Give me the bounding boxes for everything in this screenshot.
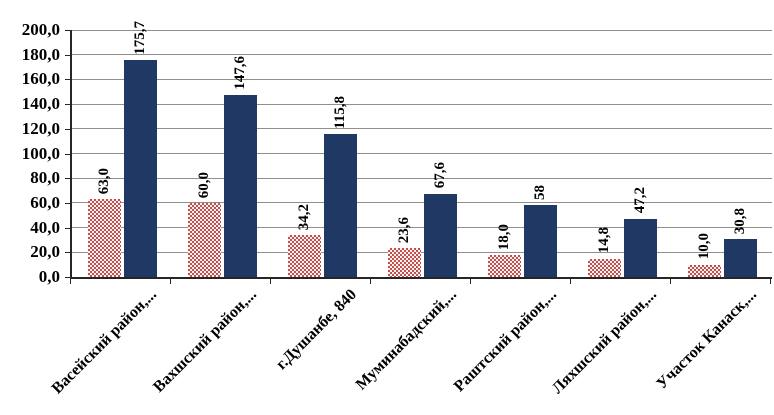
bar-red-series	[187, 202, 221, 277]
gridline	[72, 128, 772, 130]
gridline	[72, 29, 772, 31]
bar-navy-series	[423, 193, 457, 277]
y-axis-tick	[65, 104, 70, 106]
bar-red-series	[587, 258, 621, 277]
y-axis-tick-label: 20,0	[30, 242, 60, 262]
bar-red-series	[87, 199, 121, 277]
gridline	[72, 251, 772, 253]
y-axis-tick-label: 40,0	[30, 217, 60, 237]
y-axis-tick	[65, 54, 70, 56]
bar-navy-series	[723, 238, 757, 277]
x-axis-tick	[470, 279, 471, 284]
gridline	[72, 177, 772, 179]
bar-value-label: 63,0	[96, 167, 112, 195]
bar-red-series	[487, 254, 521, 277]
y-axis-tick	[65, 227, 70, 229]
bar-navy-series	[123, 60, 157, 277]
y-axis-tick	[65, 202, 70, 204]
y-axis-tick-label: 80,0	[30, 168, 60, 188]
x-axis-tick	[370, 279, 371, 284]
y-axis-tick-label: 100,0	[21, 143, 60, 163]
y-axis-tick	[65, 277, 70, 278]
bar-value-label: 147,6	[232, 55, 248, 90]
gridline	[72, 78, 772, 80]
x-axis-tick	[170, 279, 171, 284]
x-axis-tick	[670, 279, 671, 284]
bar-value-label: 67,6	[432, 162, 448, 189]
y-axis-tick	[65, 128, 70, 130]
bar-value-label: 23,6	[396, 216, 412, 243]
bar-navy-series	[323, 134, 357, 277]
bar-value-label: 58	[532, 185, 548, 201]
bar-value-label: 175,7	[132, 21, 148, 56]
x-axis-tick	[770, 279, 771, 284]
bar-value-label: 18,0	[496, 223, 512, 250]
y-axis-tick-label: 60,0	[30, 192, 60, 212]
gridline	[72, 103, 772, 105]
bar-value-label: 10,0	[696, 233, 712, 260]
y-axis-tick	[65, 79, 70, 81]
y-axis-tick-label: 120,0	[21, 118, 60, 138]
gridline	[72, 153, 772, 154]
bar-value-label: 14,8	[596, 227, 612, 254]
bar-red-series	[387, 247, 421, 277]
y-axis-tick-label: 140,0	[21, 94, 60, 114]
x-axis-category-label: Участок Канаск,...	[653, 286, 761, 393]
bar-value-label: 60,0	[196, 171, 212, 198]
y-axis-tick-label: 160,0	[21, 69, 60, 89]
gridline	[72, 227, 772, 229]
y-axis-tick	[65, 252, 70, 254]
bar-value-label: 115,8	[332, 96, 348, 129]
x-axis-tick	[70, 279, 71, 284]
bar-value-label: 47,2	[632, 187, 648, 214]
y-axis-tick	[65, 178, 70, 180]
bar-value-label: 34,2	[296, 203, 312, 230]
y-axis-tick	[65, 30, 70, 31]
y-axis-tick	[65, 153, 70, 155]
bar-navy-series	[623, 218, 657, 277]
bar-red-series	[687, 264, 721, 277]
x-axis-tick	[570, 279, 571, 284]
x-axis-tick	[270, 279, 271, 284]
gridline	[72, 54, 772, 56]
plot-area: 63,0 175,7 60,0 147,6 34,2 115,8 23,6 67,6 18,0 5…	[70, 21, 772, 279]
y-axis-tick-label: 200,0	[21, 20, 60, 39]
y-axis-tick-label: 0,0	[38, 267, 60, 286]
bar-navy-series	[223, 94, 257, 277]
bar-value-label: 30,8	[732, 207, 748, 234]
bar-red-series	[287, 234, 321, 277]
gridline	[72, 202, 772, 204]
bar-navy-series	[523, 205, 557, 277]
y-axis-tick-label: 180,0	[21, 44, 60, 64]
